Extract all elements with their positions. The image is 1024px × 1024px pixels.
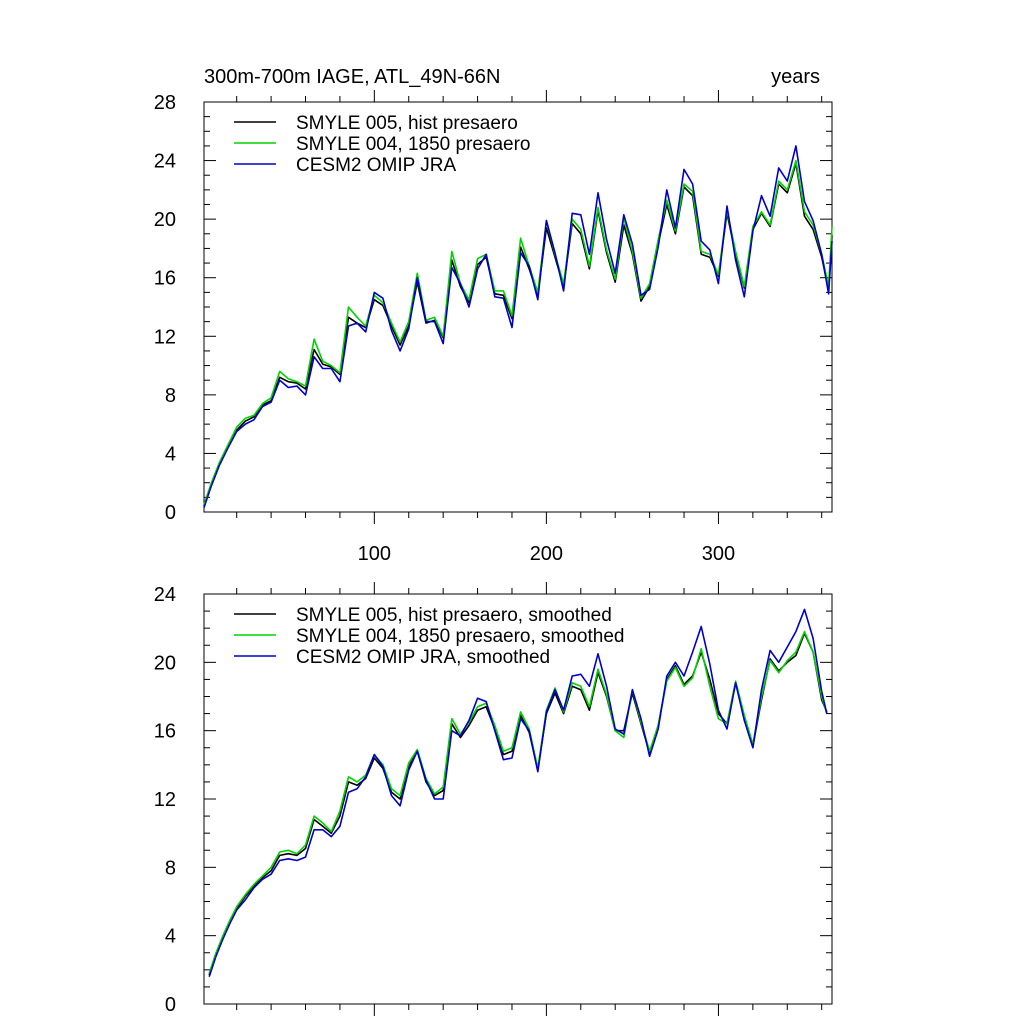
y-tick-label: 20: [154, 652, 176, 674]
series-line-1: [203, 159, 833, 505]
y-tick-label: 16: [154, 721, 176, 743]
series-line-2: [203, 145, 833, 508]
y-tick-label: 4: [165, 443, 176, 465]
panel-title-right: years: [771, 66, 820, 88]
series-line-0: [203, 162, 833, 507]
legend-label-0: SMYLE 005, hist presaero: [296, 113, 518, 134]
legend-label-0: SMYLE 005, hist presaero, smoothed: [296, 605, 612, 626]
panel-raw: 300m-700m IAGE, ATL_49N-66N years 0 4 8 12 1…: [154, 66, 833, 565]
y-tick-label: 8: [165, 385, 176, 407]
panel-title-left: 300m-700m IAGE, ATL_49N-66N: [204, 66, 500, 88]
y-tick-label: 16: [154, 268, 176, 290]
series-line-1: [208, 630, 828, 974]
y-tick-label: 0: [165, 994, 176, 1016]
panel-smoothed: 0 4 8 12 16 20 24 SMYLE 005, hist presaero, smo…: [154, 582, 833, 1016]
y-tick-label: 0: [165, 502, 176, 524]
legend-label-2: CESM2 OMIP JRA: [296, 155, 456, 176]
y-tick-label: 28: [154, 92, 176, 114]
y-tick-label: 20: [154, 209, 176, 231]
x-tick-label: 200: [530, 543, 563, 565]
y-tick-label: 12: [154, 326, 176, 348]
legend-label-2: CESM2 OMIP JRA, smoothed: [296, 647, 550, 668]
y-tick-label: 4: [165, 926, 176, 948]
y-tick-label: 24: [154, 151, 176, 173]
y-tick-label: 8: [165, 857, 176, 879]
legend-label-1: SMYLE 004, 1850 presaero, smoothed: [296, 626, 624, 647]
x-tick-label: 100: [358, 543, 391, 565]
y-tick-label: 24: [154, 584, 176, 606]
y-tick-label: 12: [154, 789, 176, 811]
legend-label-1: SMYLE 004, 1850 presaero: [296, 134, 531, 155]
x-tick-label: 300: [702, 543, 735, 565]
series-line-2: [208, 608, 828, 977]
